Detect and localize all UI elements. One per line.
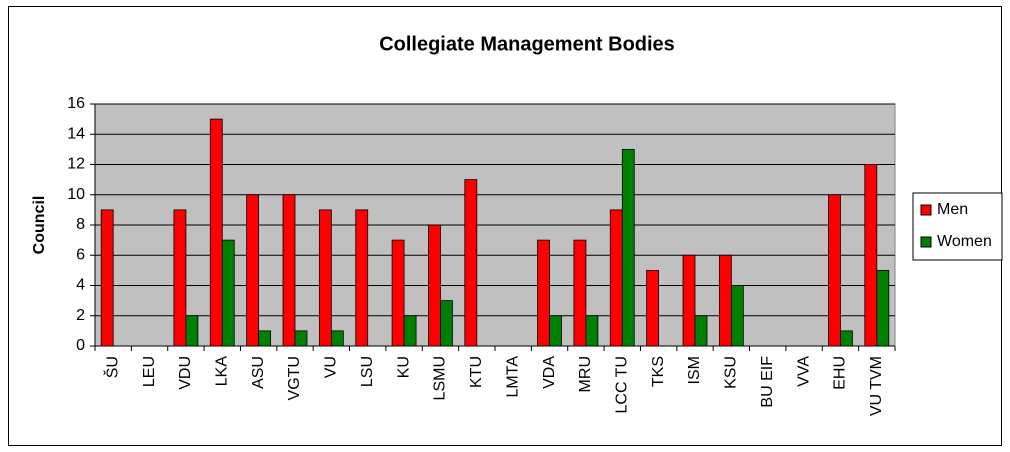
y-tick-label: 12 [67,156,85,173]
bar [718,254,732,347]
x-tick-label: MRU [577,356,594,392]
y-tick-label: 8 [76,216,85,233]
x-tick-label: TKS [650,356,667,387]
bar [682,254,696,347]
bar [694,315,708,347]
x-tick-label: KU [395,356,412,378]
bar [221,239,235,347]
x-tick-label: VVA [795,356,812,387]
y-tick-label: 10 [67,186,85,203]
bar [876,269,890,347]
bar [864,164,878,347]
x-tick-label: VU TVM [868,356,885,416]
bar [391,239,405,347]
bar [621,148,635,347]
x-tick-label: LSU [359,356,376,387]
bar [609,209,623,347]
x-tick-label: ISM [686,356,703,384]
chart-title: Collegiate Management Bodies [379,33,675,55]
x-tick-label: LEU [141,356,158,387]
bar [185,315,199,347]
bar [355,209,369,347]
bar [330,330,344,347]
x-tick-label: LCC TU [613,356,630,414]
bar [209,118,223,347]
bar [828,194,841,347]
x-tick-label: KTU [468,356,485,388]
x-tick-label: VDA [541,356,558,389]
bar [318,209,332,347]
x-tick-label: LMTA [504,356,521,398]
bar [294,330,308,347]
bar [403,315,417,347]
bar [549,315,562,347]
y-tick-label: 0 [76,337,85,354]
bar [100,209,114,347]
x-tick-label: VGTU [286,356,303,400]
y-axis-label: Council [31,196,48,255]
bar [840,330,853,347]
bar [573,239,587,347]
x-tick-label: VU [323,356,340,378]
legend-swatch [920,236,932,248]
x-tick-label: EHU [832,356,849,390]
legend-label: Men [937,201,968,218]
y-tick-label: 2 [76,307,85,324]
y-tick-label: 16 [67,95,85,112]
bar [282,194,296,347]
x-tick-label: ŠU [102,356,121,378]
y-tick-label: 14 [67,125,85,142]
x-tick-label: VDU [177,356,194,390]
x-tick-label: LSMU [432,356,449,400]
bar [258,330,272,347]
bar [537,239,550,347]
bar [730,285,744,347]
legend-label: Women [937,233,992,250]
x-tick-label: LKA [213,356,230,387]
bar [173,209,187,347]
legend-box [912,192,1003,261]
y-tick-label: 4 [76,277,85,294]
y-tick-label: 6 [76,246,85,263]
bar [440,300,453,347]
bar [464,179,478,347]
bar [646,269,660,347]
bar [428,224,441,347]
bar [246,194,260,347]
x-tick-label: KSU [723,356,740,389]
legend-swatch [920,204,932,216]
x-tick-label: BU EIF [759,356,776,408]
bar [585,315,599,347]
x-tick-label: ASU [250,356,267,389]
